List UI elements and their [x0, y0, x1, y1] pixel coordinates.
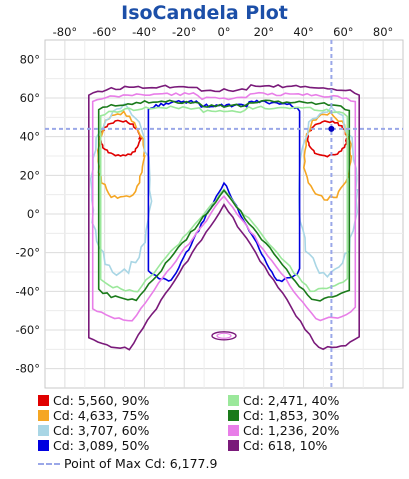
legend-label: Cd: 2,471, 40% — [243, 393, 340, 408]
y-tick-label: -80° — [15, 362, 40, 376]
contour-40 — [99, 105, 349, 293]
legend-item: Cd: 618, 10% — [228, 438, 327, 453]
contours — [88, 83, 360, 351]
legend-label: Cd: 1,236, 20% — [243, 423, 340, 438]
legend-swatch — [228, 425, 239, 436]
legend-item: Cd: 5,560, 90% — [38, 393, 149, 408]
legend-swatch — [38, 425, 49, 436]
legend-swatch — [38, 395, 49, 406]
x-tick-label: 0° — [217, 25, 230, 39]
y-tick-label: -20° — [15, 246, 40, 260]
legend-item-max-point: Point of Max Cd: 6,177.9 — [38, 456, 217, 471]
contour-30-line — [97, 99, 351, 302]
x-tick-label: 40° — [293, 25, 313, 39]
plot-area: -80° -60° -40° -20° 0° 20° 40° 60° 80° 80° 60° 40° 2… — [15, 25, 404, 389]
legend-label: Cd: 5,560, 90% — [53, 393, 150, 408]
legend-item: Cd: 3,089, 50% — [38, 438, 149, 453]
contour-30 — [97, 99, 351, 302]
legend-item: Cd: 4,633, 75% — [38, 408, 149, 423]
legend-label: Cd: 3,707, 60% — [53, 423, 150, 438]
x-tick-label: -20° — [172, 25, 197, 39]
legend-label: Cd: 4,633, 75% — [53, 408, 150, 423]
legend-swatch — [38, 410, 49, 421]
contour-90-right-lobe — [306, 120, 350, 158]
legend-label: Cd: 3,089, 50% — [53, 438, 150, 453]
legend-item: Cd: 3,707, 60% — [38, 423, 149, 438]
legend-label: Cd: 1,853, 30% — [243, 408, 340, 423]
y-tick-label: 80° — [20, 52, 40, 66]
legend-item: Cd: 1,853, 30% — [228, 408, 339, 423]
x-tick-label: 20° — [254, 25, 274, 39]
legend-label: Cd: 618, 10% — [243, 438, 328, 453]
legend-swatch — [38, 440, 49, 451]
max-point-marker — [328, 125, 335, 132]
contour-20-island — [216, 332, 232, 339]
x-tick-label: -40° — [132, 25, 157, 39]
legend-label: Point of Max Cd: 6,177.9 — [64, 456, 218, 471]
contour-10-line — [88, 83, 360, 351]
legend-dash-icon — [38, 462, 60, 465]
contour-20-line — [91, 91, 357, 322]
legend-swatch — [228, 410, 239, 421]
y-tick-label: 60° — [20, 91, 40, 105]
x-tick-label: -80° — [53, 25, 78, 39]
x-tick-label: 80° — [373, 25, 393, 39]
y-tick-label: 20° — [20, 168, 40, 182]
contour-10 — [88, 83, 360, 351]
y-tick-label: 0° — [27, 207, 40, 221]
contour-75-right-lobe — [302, 111, 353, 201]
contour-40-line — [99, 105, 349, 293]
legend-item: Cd: 2,471, 40% — [228, 393, 339, 408]
x-tick-label: -60° — [92, 25, 117, 39]
y-tick-label: -60° — [15, 323, 40, 337]
legend-swatch — [228, 440, 239, 451]
contour-10-island — [211, 331, 237, 341]
chart-title: IsoCandela Plot — [121, 2, 288, 24]
y-tick-label: -40° — [15, 284, 40, 298]
legend-swatch — [228, 395, 239, 406]
y-tick-label: 40° — [20, 130, 40, 144]
legend-item: Cd: 1,236, 20% — [228, 423, 339, 438]
contour-20 — [91, 91, 357, 322]
x-tick-label: 60° — [333, 25, 353, 39]
